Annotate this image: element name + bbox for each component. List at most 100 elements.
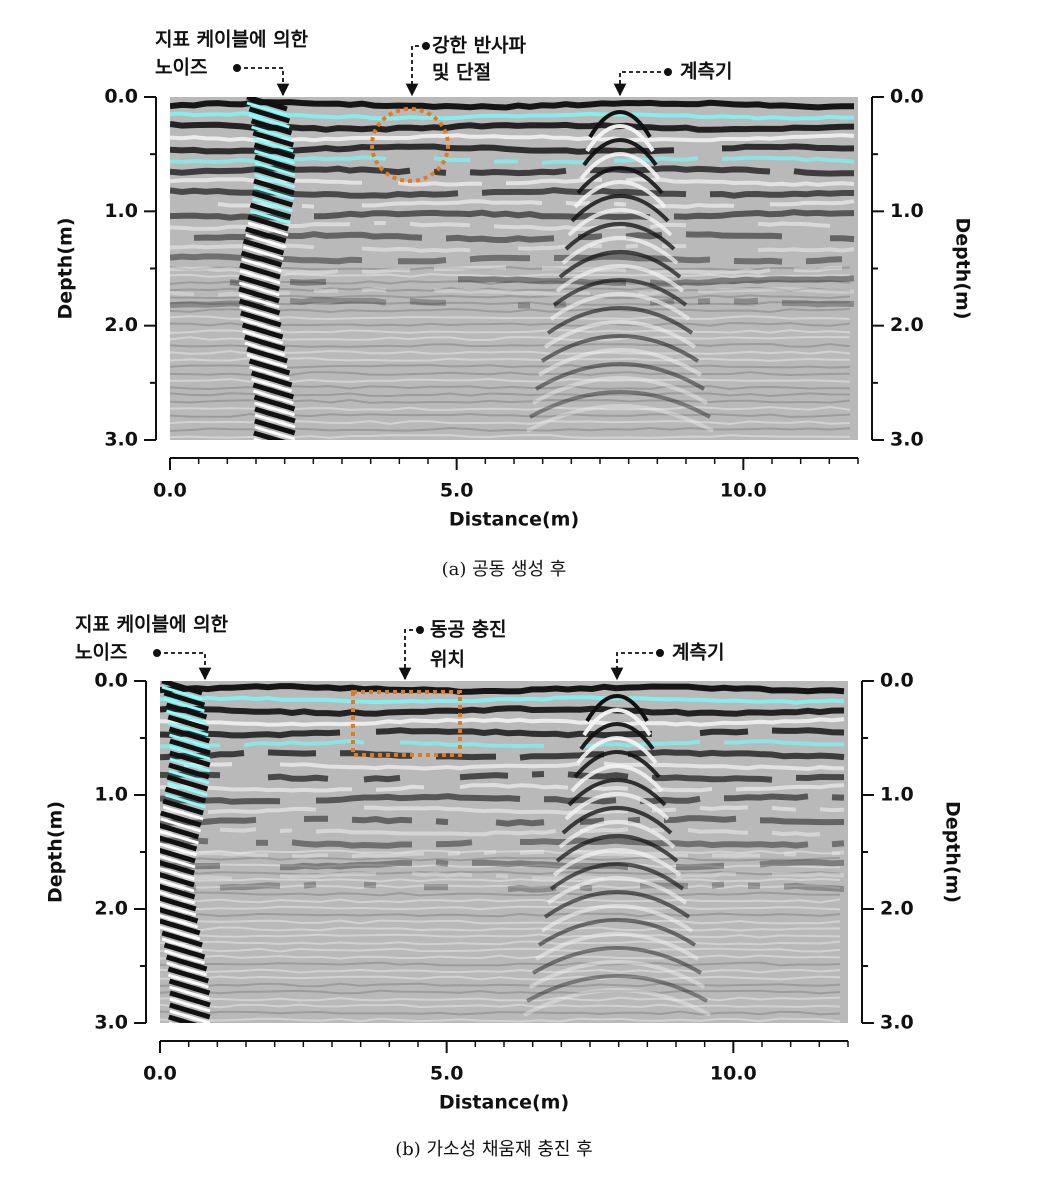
y2-tick-label: 1.0 bbox=[880, 784, 914, 806]
panel: 0.0 1.0 2.0 3.0 0.0 1.0 2.0 3.0 0.0 5.0 10.0 Distan… bbox=[45, 614, 964, 1161]
radargram-noise bbox=[160, 879, 195, 893]
radargram-texture bbox=[160, 863, 841, 869]
radargram-noise bbox=[238, 293, 280, 309]
radargram-hyperbola bbox=[523, 988, 711, 1017]
y-tick-label: 3.0 bbox=[94, 1012, 128, 1034]
radargram-hyperbola bbox=[579, 152, 661, 181]
radargram-texture bbox=[160, 982, 841, 988]
radargram-noise bbox=[247, 214, 289, 232]
radargram-noise bbox=[254, 406, 296, 424]
annotation: 노이즈 bbox=[75, 642, 127, 664]
radargram-texture bbox=[160, 947, 841, 953]
radargram-hyperbola bbox=[576, 166, 664, 195]
radargram-texture bbox=[170, 265, 851, 271]
y2-tick-label: 0.0 bbox=[880, 670, 914, 692]
radargram-texture bbox=[170, 406, 851, 411]
radargram-noise bbox=[238, 281, 280, 297]
radargram-noise bbox=[246, 97, 288, 112]
radargram-noise bbox=[165, 702, 208, 720]
radargram-noise bbox=[166, 961, 208, 977]
radargram-texture bbox=[160, 849, 841, 855]
radargram-texture bbox=[160, 870, 841, 876]
radargram-band bbox=[160, 815, 845, 827]
radargram-hyperbola bbox=[567, 778, 667, 807]
radargram-noise bbox=[248, 358, 291, 376]
radargram-hyperbola bbox=[585, 124, 655, 153]
radargram-noise bbox=[160, 822, 200, 840]
panel: 0.0 1.0 2.0 3.0 0.0 1.0 2.0 3.0 0.0 5.0 10.0 Distan… bbox=[55, 29, 974, 581]
annotation: 계측기 bbox=[672, 642, 724, 664]
radargram-noise bbox=[240, 310, 282, 328]
radargram-noise bbox=[161, 681, 203, 696]
radargram-noise bbox=[166, 774, 209, 792]
radargram-texture bbox=[160, 996, 841, 1002]
caption: (a) 공동 생성 후 bbox=[442, 559, 567, 580]
x-tick-label: 0.0 bbox=[143, 1063, 177, 1085]
annotation: 계측기 bbox=[680, 61, 732, 83]
x-axis-label: Distance(m) bbox=[449, 509, 579, 531]
radargram-hyperbola bbox=[555, 834, 679, 863]
annotation: 강한 반사파 bbox=[432, 35, 527, 57]
radargram-noise bbox=[254, 161, 296, 177]
radargram-noise bbox=[239, 305, 281, 321]
radargram-texture bbox=[170, 427, 851, 432]
radargram-texture bbox=[160, 961, 841, 967]
radargram bbox=[170, 97, 858, 440]
annotation: 지표 케이블에 의한 bbox=[75, 614, 229, 636]
radargram-band bbox=[160, 771, 844, 783]
radargram-hyperbola bbox=[534, 362, 706, 391]
y-tick-label: 3.0 bbox=[104, 429, 138, 451]
radargram-noise bbox=[169, 990, 211, 1008]
radargram-noise bbox=[169, 1002, 211, 1020]
radargram-noise bbox=[250, 370, 293, 388]
radargram-noise bbox=[167, 973, 209, 989]
radargram-hyperbola bbox=[529, 960, 705, 989]
radargram-noise bbox=[169, 745, 211, 761]
radargram-noise bbox=[160, 925, 201, 941]
radargram-noise bbox=[248, 113, 290, 129]
radargram-noise bbox=[254, 425, 296, 440]
radargram-noise bbox=[160, 829, 199, 845]
radargram-noise bbox=[254, 173, 296, 189]
radargram-noise bbox=[250, 118, 293, 136]
y2-tick-label: 0.0 bbox=[890, 86, 924, 108]
radargram-band bbox=[170, 143, 855, 155]
radargram-noise bbox=[249, 365, 290, 381]
radargram-noise bbox=[253, 185, 295, 201]
radargram-hyperbola bbox=[529, 390, 711, 419]
y-tick-label: 0.0 bbox=[94, 670, 128, 692]
radargram-noise bbox=[244, 334, 286, 352]
y-axis-label: Depth(m) bbox=[45, 801, 67, 903]
x-tick-label: 10.0 bbox=[710, 1063, 757, 1085]
radargram-noise bbox=[160, 854, 196, 869]
radargram-noise bbox=[168, 978, 211, 996]
radargram-noise bbox=[160, 891, 196, 905]
radargram-noise bbox=[254, 418, 296, 436]
radargram-texture bbox=[160, 877, 841, 883]
radargram-noise bbox=[166, 709, 207, 725]
radargram-noise bbox=[246, 101, 288, 117]
radargram-band bbox=[160, 717, 845, 727]
x-axis-label: Distance(m) bbox=[439, 1092, 569, 1114]
radargram-hyperbola bbox=[552, 278, 688, 307]
annotation: 위치 bbox=[430, 649, 465, 671]
radargram-noise bbox=[249, 209, 291, 225]
radargram-band bbox=[160, 683, 845, 695]
radargram-hyperbola bbox=[552, 848, 682, 877]
radargram-texture bbox=[160, 1003, 841, 1009]
radargram-noise bbox=[253, 394, 296, 412]
radargram-texture bbox=[160, 954, 841, 960]
radargram-noise bbox=[169, 1009, 211, 1023]
radargram-texture bbox=[160, 975, 841, 981]
radargram-hyperbola bbox=[558, 820, 676, 849]
radargram-hyperbola bbox=[543, 320, 697, 349]
radargram-band bbox=[160, 782, 845, 793]
radargram-noise bbox=[238, 286, 280, 304]
radargram-hyperbola bbox=[567, 208, 673, 237]
radargram-texture bbox=[170, 287, 851, 292]
radargram-hyperbola bbox=[537, 918, 697, 947]
y-tick-label: 2.0 bbox=[104, 314, 138, 336]
radargram-noise bbox=[160, 884, 196, 900]
radargram-noise bbox=[249, 202, 292, 220]
radargram-band bbox=[229, 275, 855, 287]
